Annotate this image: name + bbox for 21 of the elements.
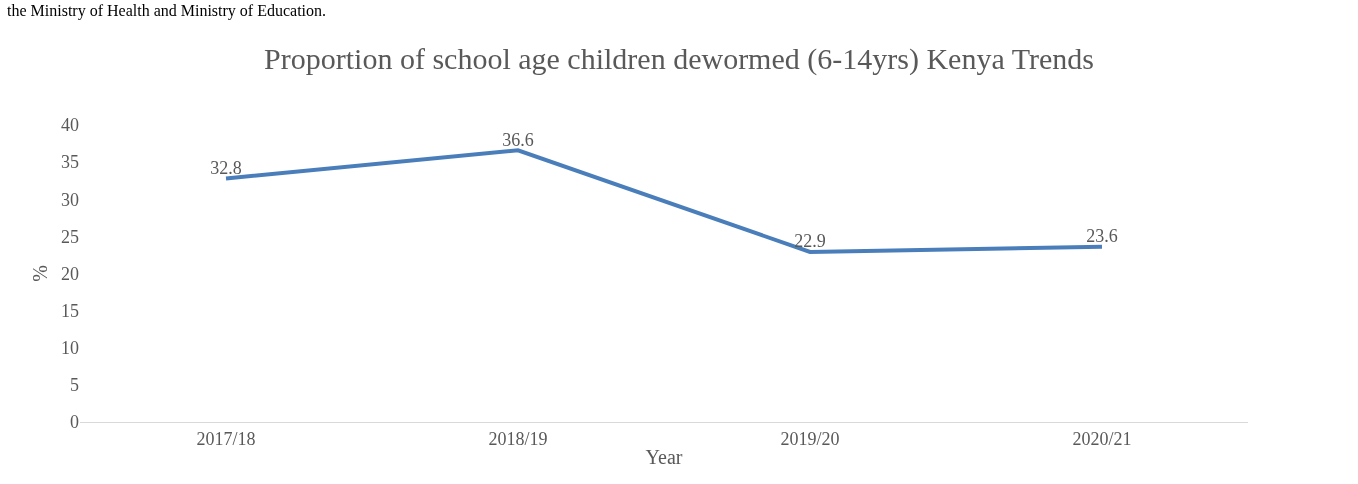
data-label: 23.6 [1086,226,1118,247]
data-label: 22.9 [794,231,826,252]
y-tick-label: 10 [61,338,79,359]
y-tick-label: 25 [61,226,79,247]
y-tick-label: 30 [61,189,79,210]
y-tick-label: 0 [70,412,79,433]
x-tick-label: 2018/19 [488,428,548,449]
x-tick-label: 2019/20 [780,428,840,449]
x-tick-label: 2020/21 [1072,428,1132,449]
data-label: 36.6 [502,129,534,150]
y-tick-label: 15 [61,300,79,321]
data-label: 32.8 [210,157,242,178]
chart-title: Proportion of school age children dewormed (6-14yrs) Kenya Trends [264,42,1094,77]
y-axis-title: % [28,265,51,282]
y-tick-label: 5 [70,375,79,396]
x-tick-label: 2017/18 [196,428,256,449]
y-tick-label: 35 [61,152,79,173]
y-tick-label: 40 [61,115,79,136]
text: the Ministry of Health and Ministry of Education. [7,2,327,20]
x-axis-title: Year [645,446,683,469]
y-tick-label: 20 [61,263,79,284]
